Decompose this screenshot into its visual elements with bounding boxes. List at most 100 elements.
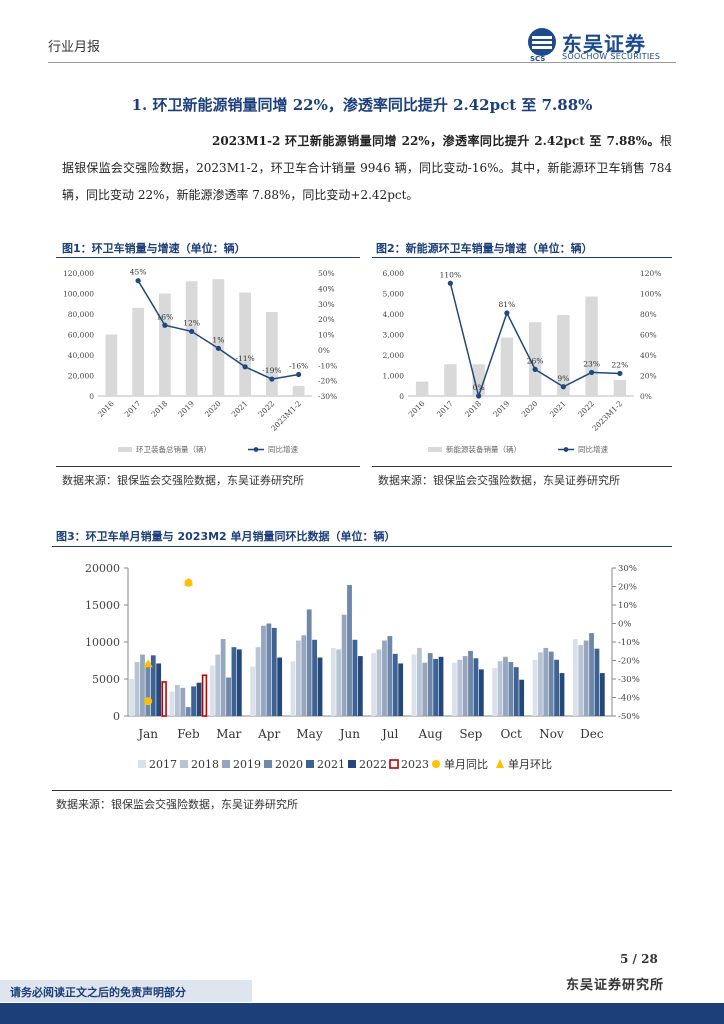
body-paragraph: 2023M1-2 环卫新能源销量同增 22%，渗透率同比提升 2.42pct 至… [62,128,672,209]
bar [554,659,559,716]
growth-point [447,280,453,286]
bar [239,292,252,396]
x-tick-label: 2019 [176,399,196,419]
y-tick-label: 2,000 [383,351,405,360]
bar [613,379,627,396]
y-tick-label: 5000 [92,673,120,686]
bar [543,647,549,716]
y2-tick-label: 30% [618,564,637,574]
logo-name-cn: 东吴证券 [562,32,646,56]
x-tick-label: 2023M1-2 [590,399,624,433]
bar [306,609,312,716]
bar [277,657,283,716]
bar [140,654,145,716]
bar [519,679,525,716]
y2-tick-label: 100% [640,290,661,299]
fig2-title: 图2：新能源环卫车销量与增速（单位：辆） [376,242,593,255]
y2-tick-label: 20% [318,315,335,324]
bar [341,614,347,716]
x-tick-label: Apr [257,727,280,741]
bar [191,686,196,716]
growth-point [504,310,510,316]
bar [180,687,186,716]
y2-tick-label: 40% [640,351,657,360]
bar [583,640,589,716]
x-tick-label: Jun [338,727,361,741]
bar [599,673,605,716]
fig1-title: 图1：环卫车销量与增速（单位：辆） [62,242,246,255]
x-tick-label: 2020 [203,399,223,419]
bar [357,656,363,716]
y2-tick-label: 10% [618,601,637,611]
fig3-top-rule [52,546,672,547]
x-tick-label: Nov [539,727,564,741]
y2-tick-label: -10% [318,361,337,370]
legend-swatch-2022 [348,760,356,768]
y-tick-label: 0 [399,392,404,401]
y-tick-label: 3,000 [383,331,405,340]
bar [508,661,514,716]
bar [196,682,202,716]
y-tick-label: 5,000 [383,290,405,299]
bar [462,656,468,716]
bar [417,647,422,716]
legend-label-bars: 环卫装备总销量（辆） [136,444,211,454]
growth-data-label: -11% [236,354,255,363]
y-tick-label: 10000 [85,636,120,649]
bar [468,650,473,716]
bar [398,663,404,716]
x-tick-label: 2022 [576,399,596,419]
disclaimer-band [0,980,252,1002]
growth-point [532,366,538,372]
fig1-bottom-rule [56,466,360,467]
legend-label-2020: 2020 [275,758,303,771]
growth-point [215,345,221,351]
bar [271,627,277,716]
bar [451,662,457,716]
y2-tick-label: -20% [618,657,640,667]
x-tick-label: Sep [459,727,482,741]
x-tick-label: 2017 [435,399,455,419]
bar [497,661,503,716]
fig3-bottom-rule [52,790,672,791]
fig2-chart: 6,000 5,000 4,000 3,000 2,000 1,000 0 120% 100% 8… [383,269,662,454]
legend-swatch-bars [428,447,442,452]
y2-tick-label: -30% [618,675,640,685]
y2-tick-label: 0% [640,392,652,401]
growth-point [560,384,566,390]
disclaimer-text: 请务必阅读正文之后的免责声明部分 [10,986,186,999]
bar [150,655,156,716]
y2-tick-label: 20% [640,372,657,381]
logo-mark-icon [528,28,556,56]
x-tick-label: Feb [177,727,200,741]
growth-point [242,364,248,370]
growth-data-label: -19% [262,366,281,375]
growth-point [617,370,623,377]
paragraph-lead: 2023M1-2 环卫新能源销量同增 22%，渗透率同比提升 2.42pct 至… [212,134,660,148]
y-tick-label: 6,000 [383,269,405,278]
legend-swatch-2018 [180,760,188,768]
bar [589,633,594,716]
y2-tick-label: 120% [640,269,661,278]
bar [392,653,398,716]
bar [261,625,266,716]
bar [290,661,296,716]
x-tick-label: 2018 [149,399,169,419]
bar [330,647,336,716]
bar [175,684,180,716]
bar [478,669,484,716]
bar [255,647,261,716]
bar [411,654,417,716]
paragraph-body: 根据银保监会交强险数据，2023M1-2，环卫车合计销量 9946 辆，同比变动… [62,134,672,202]
legend-swatch-point [563,447,569,452]
bar [473,658,479,716]
bar [444,364,457,396]
bar [312,639,317,716]
legend-swatch-2020 [264,760,272,768]
bar [438,656,444,716]
bar [500,337,514,396]
growth-data-label: 16% [157,312,174,321]
bar [226,677,231,716]
x-tick-label: 2016 [407,399,427,419]
y2-tick-label: 50% [318,269,335,278]
